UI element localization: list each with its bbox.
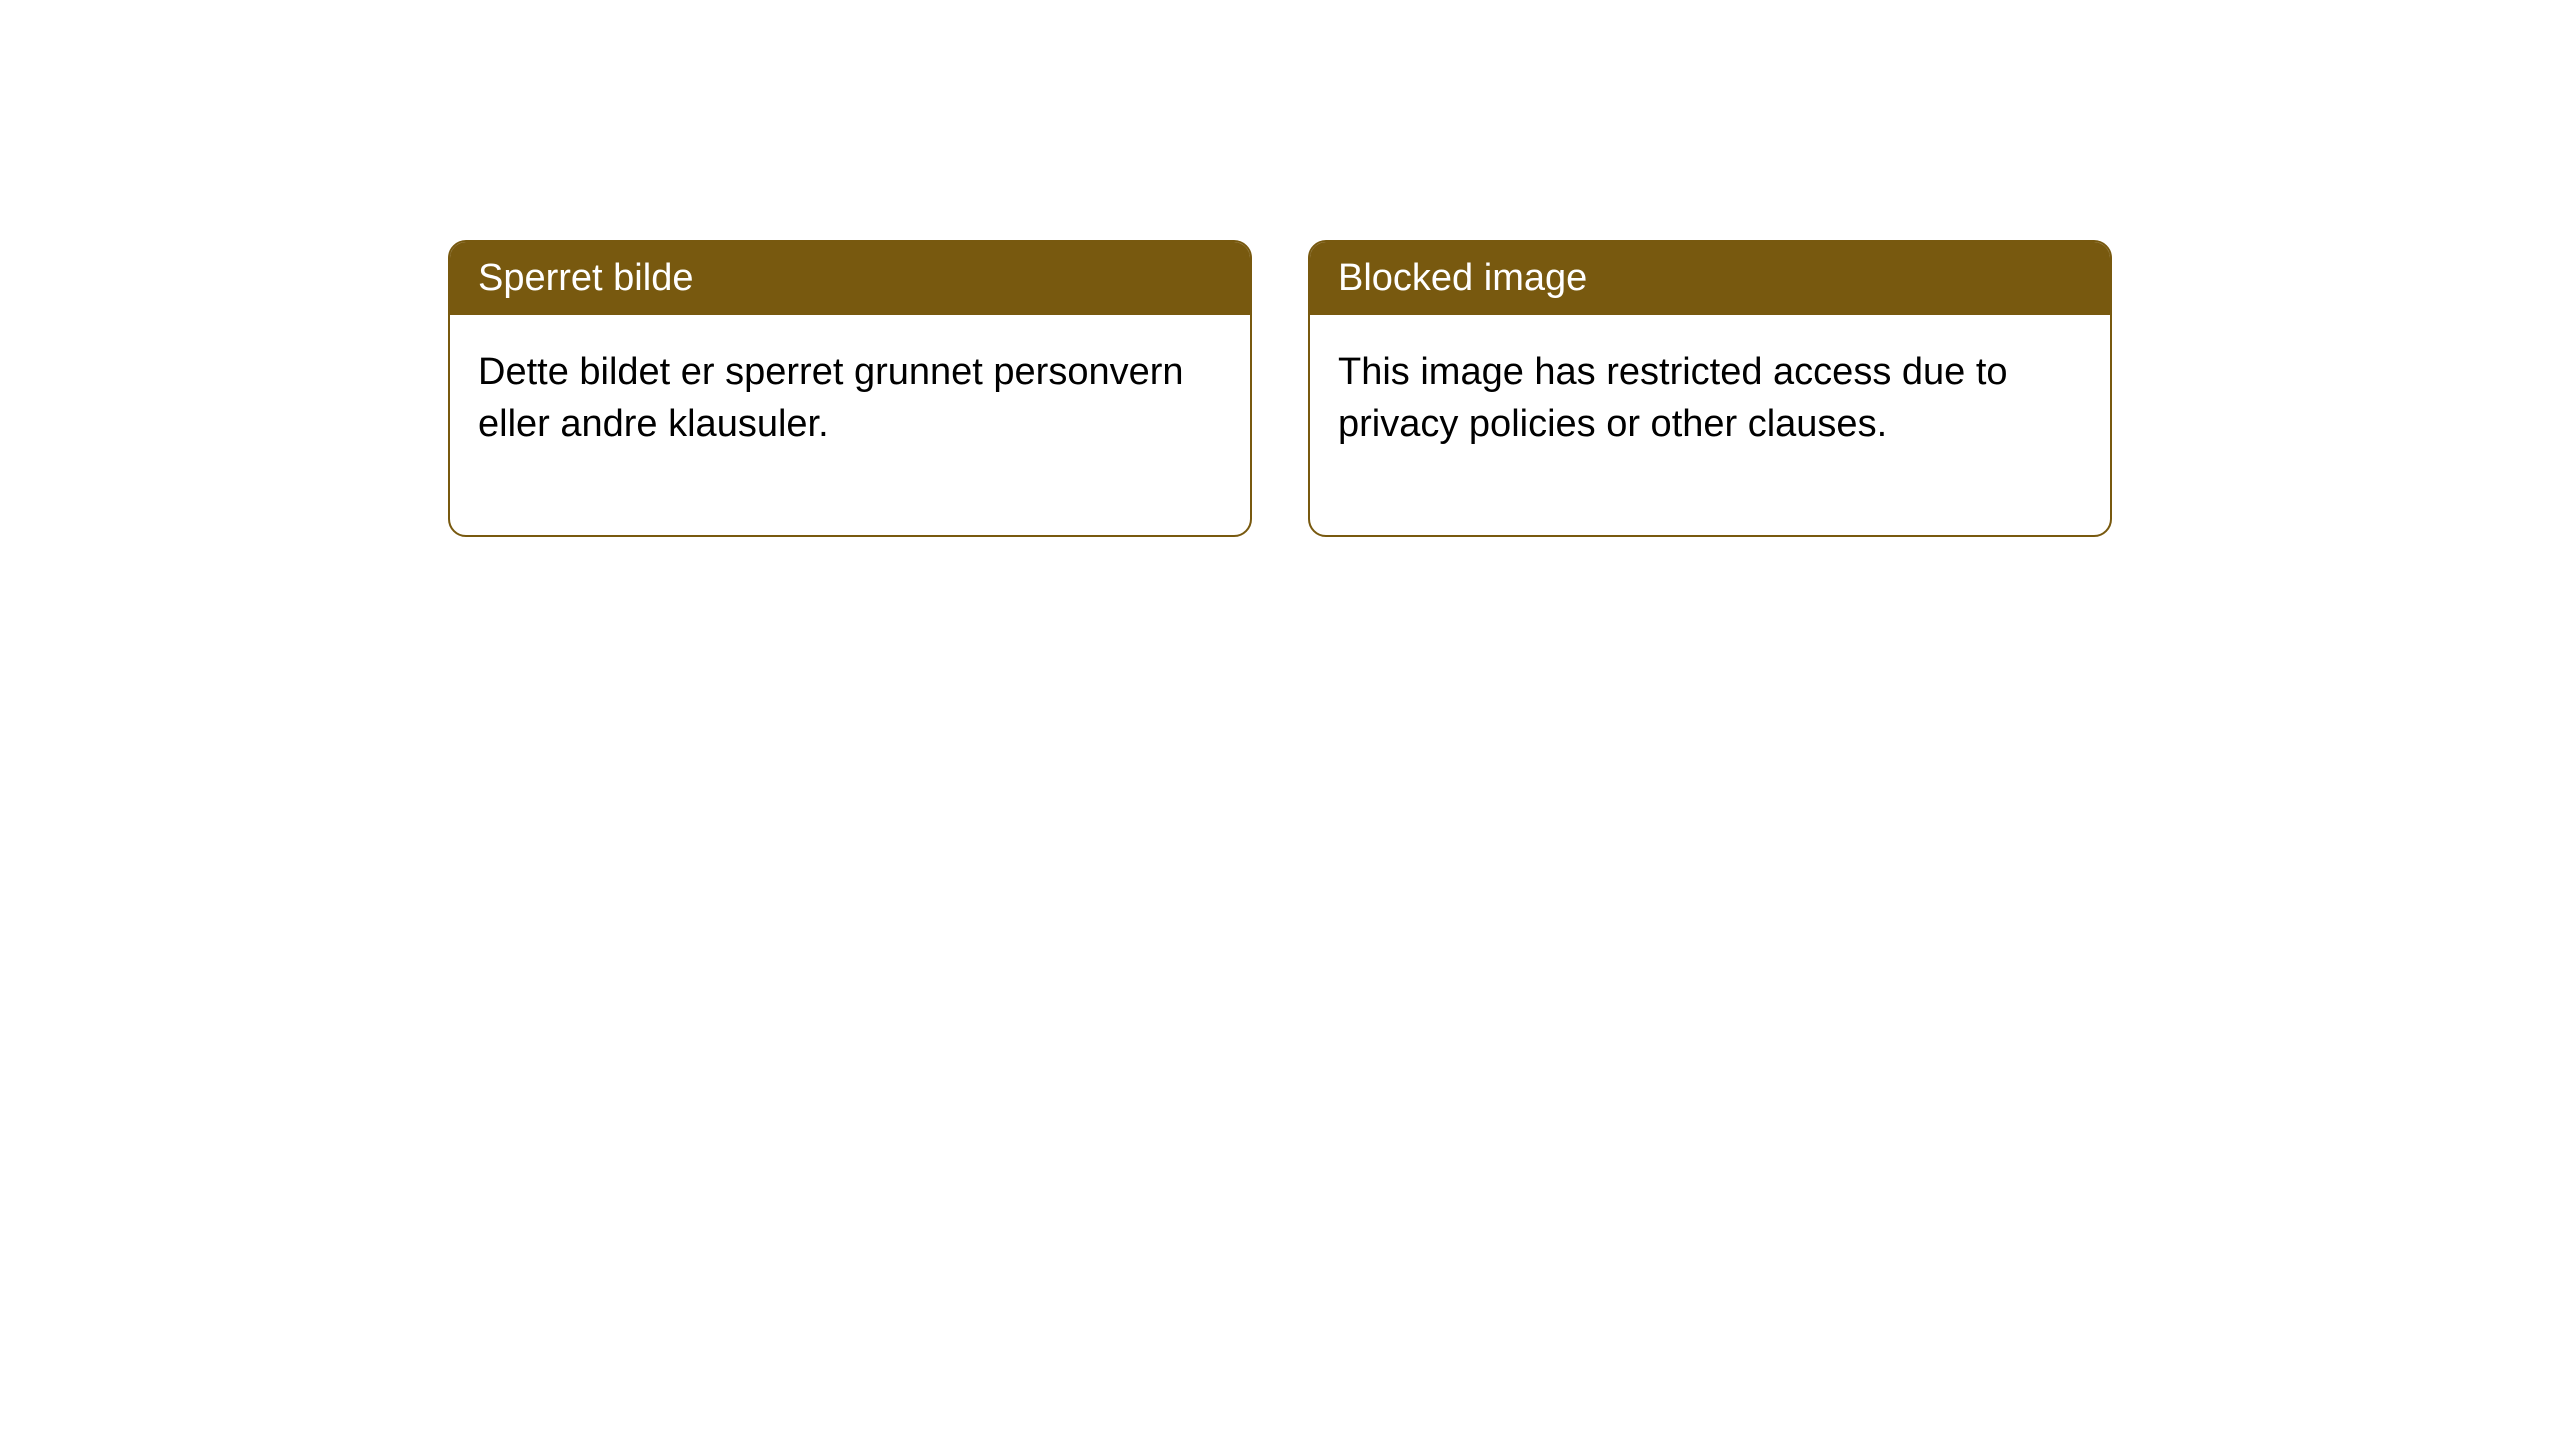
blocked-image-card-en: Blocked image This image has restricted … xyxy=(1308,240,2112,537)
card-title-en: Blocked image xyxy=(1338,257,1587,299)
card-body-en: This image has restricted access due to … xyxy=(1310,315,2110,535)
card-header-en: Blocked image xyxy=(1310,242,2110,315)
card-text-no: Dette bildet er sperret grunnet personve… xyxy=(478,351,1184,444)
card-text-en: This image has restricted access due to … xyxy=(1338,351,2008,444)
card-title-no: Sperret bilde xyxy=(478,257,693,299)
card-header-no: Sperret bilde xyxy=(450,242,1250,315)
notice-container: Sperret bilde Dette bildet er sperret gr… xyxy=(0,0,2560,537)
blocked-image-card-no: Sperret bilde Dette bildet er sperret gr… xyxy=(448,240,1252,537)
card-body-no: Dette bildet er sperret grunnet personve… xyxy=(450,315,1250,535)
